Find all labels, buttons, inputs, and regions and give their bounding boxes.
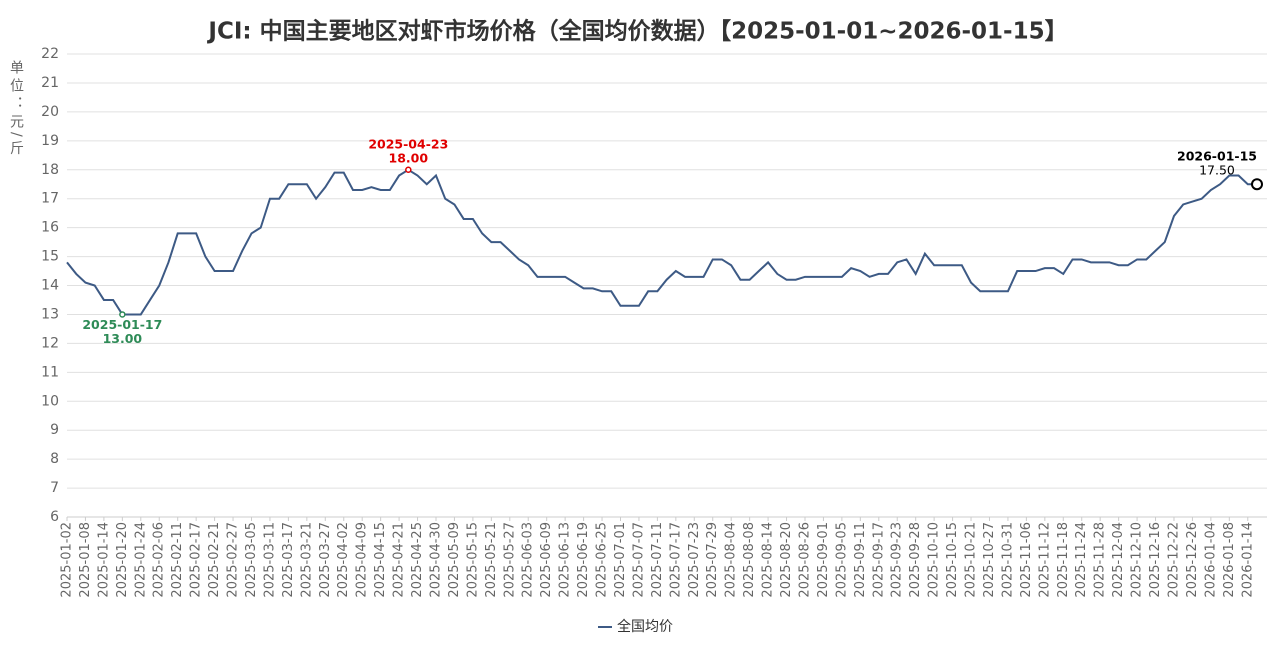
chart-title: JCI: 中国主要地区对虾市场价格（全国均价数据）【2025-01-01~202…	[206, 18, 1067, 45]
annotation-date: 2025-04-23	[368, 136, 448, 151]
y-tick-label: 19	[41, 133, 59, 149]
x-tick-label: 2025-10-27	[982, 522, 997, 598]
x-tick-label: 2025-08-08	[742, 522, 757, 598]
x-tick-label: 2026-01-04	[1203, 522, 1218, 598]
x-tick-label: 2025-07-01	[613, 522, 628, 598]
y-tick-label: 9	[50, 422, 59, 438]
x-tick-label: 2025-06-13	[558, 522, 573, 598]
x-tick-label: 2025-07-11	[650, 522, 665, 598]
x-tick-label: 2025-08-04	[724, 522, 739, 598]
x-tick-label: 2025-04-15	[373, 522, 388, 598]
annotation-value: 17.50	[1199, 163, 1235, 178]
x-tick-label: 2025-06-25	[595, 522, 610, 598]
x-tick-label: 2026-01-14	[1240, 522, 1255, 598]
x-tick-label: 2025-09-23	[890, 522, 905, 598]
x-tick-label: 2025-02-11	[170, 522, 185, 598]
x-tick-label: 2025-11-28	[1093, 522, 1108, 598]
x-tick-label: 2025-01-20	[115, 522, 130, 598]
x-tick-label: 2025-12-16	[1148, 522, 1163, 598]
y-tick-label: 15	[41, 249, 59, 265]
x-tick-label: 2025-10-15	[945, 522, 960, 598]
x-tick-label: 2025-04-30	[428, 522, 443, 598]
x-tick-label: 2025-07-29	[705, 522, 720, 598]
x-tick-label: 2025-10-31	[1000, 522, 1015, 598]
x-tick-label: 2025-09-01	[816, 522, 831, 598]
y-tick-label: 22	[41, 46, 59, 62]
x-tick-label: 2025-05-27	[502, 522, 517, 598]
y-tick-label: 18	[41, 162, 59, 178]
annotation-marker	[119, 311, 126, 318]
y-tick-label: 13	[41, 306, 59, 322]
x-tick-label: 2025-12-26	[1185, 522, 1200, 598]
x-tick-label: 2025-01-24	[133, 522, 148, 598]
x-tick-label: 2025-04-21	[392, 522, 407, 598]
x-tick-label: 2025-11-12	[1037, 522, 1052, 598]
x-tick-label: 2025-12-04	[1111, 522, 1126, 598]
x-tick-label: 2025-11-06	[1019, 522, 1034, 598]
x-tick-label: 2025-07-23	[687, 522, 702, 598]
end-marker	[1251, 178, 1263, 191]
x-tick-label: 2025-03-05	[244, 522, 259, 598]
x-tick-label: 2025-08-20	[779, 522, 794, 598]
x-tick-label: 2025-07-07	[631, 522, 646, 598]
y-tick-label: 11	[41, 364, 59, 380]
y-tick-label: 20	[41, 104, 59, 120]
x-tick-label: 2025-05-15	[465, 522, 480, 598]
x-tick-label: 2025-01-08	[78, 522, 93, 598]
annotation-marker	[405, 166, 412, 173]
annotation-date: 2026-01-15	[1177, 149, 1257, 164]
x-tick-label: 2025-10-10	[927, 522, 942, 598]
x-tick-label: 2025-04-25	[410, 522, 425, 598]
y-tick-label: 10	[41, 393, 59, 409]
x-tick-label: 2025-07-17	[668, 522, 683, 598]
x-tick-label: 2025-11-18	[1056, 522, 1071, 598]
x-tick-label: 2025-01-14	[96, 522, 111, 598]
x-tick-label: 2025-03-11	[262, 522, 277, 598]
x-tick-label: 2025-02-21	[207, 522, 222, 598]
x-tick-label: 2025-06-09	[539, 522, 554, 598]
x-tick-label: 2025-06-03	[521, 522, 536, 598]
x-tick-label: 2025-05-21	[484, 522, 499, 598]
x-tick-label: 2025-09-05	[834, 522, 849, 598]
y-tick-label: 14	[41, 278, 59, 294]
x-tick-label: 2025-10-21	[964, 522, 979, 598]
x-tick-label: 2025-11-24	[1074, 522, 1089, 598]
annotation-value: 13.00	[103, 331, 143, 346]
x-tick-label: 2025-01-02	[60, 522, 75, 598]
x-tick-label: 2025-08-26	[797, 522, 812, 598]
y-tick-label: 12	[41, 335, 59, 351]
x-tick-label: 2025-04-09	[355, 522, 370, 598]
y-tick-label: 6	[50, 509, 59, 525]
x-tick-label: 2025-12-22	[1166, 522, 1181, 598]
annotation-value: 18.00	[389, 150, 429, 165]
y-tick-label: 16	[41, 220, 59, 236]
x-tick-label: 2025-08-14	[761, 522, 776, 598]
annotation-date: 2025-01-17	[82, 317, 162, 332]
x-tick-label: 2026-01-08	[1222, 522, 1237, 598]
y-tick-label: 21	[41, 75, 59, 91]
x-tick-label: 2025-02-06	[152, 522, 167, 598]
x-tick-label: 2025-09-17	[871, 522, 886, 598]
y-tick-label: 7	[50, 480, 59, 496]
x-tick-label: 2025-09-28	[908, 522, 923, 598]
x-tick-label: 2025-12-10	[1130, 522, 1145, 598]
x-tick-label: 2025-02-17	[189, 522, 204, 598]
x-tick-label: 2025-09-11	[853, 522, 868, 598]
x-tick-label: 2025-03-17	[281, 522, 296, 598]
x-tick-label: 2025-04-02	[336, 522, 351, 598]
x-tick-label: 2025-06-19	[576, 522, 591, 598]
x-tick-label: 2025-02-27	[226, 522, 241, 598]
y-tick-label: 17	[41, 191, 59, 207]
y-tick-label: 8	[50, 451, 59, 467]
x-tick-label: 2025-03-27	[318, 522, 333, 598]
y-axis-label: 单位：元/斤	[8, 60, 24, 159]
x-tick-label: 2025-03-21	[299, 522, 314, 598]
x-tick-label: 2025-05-09	[447, 522, 462, 598]
series-line	[66, 168, 1257, 316]
legend-label: 全国均价	[617, 618, 673, 635]
